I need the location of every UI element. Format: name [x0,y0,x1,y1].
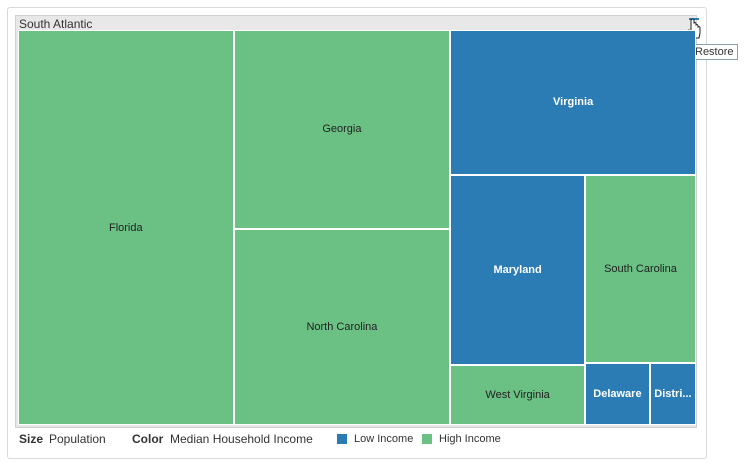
legend-size-value: Population [49,432,106,446]
treemap-tile-north-carolina[interactable]: North Carolina [233,228,451,425]
tile-label-georgia: Georgia [322,123,362,136]
treemap-tile-south-carolina[interactable]: South Carolina [584,174,696,363]
tile-label-delaware: Delaware [593,387,642,400]
legend-color-value: Median Household Income [170,432,313,446]
tile-label-west-virginia: West Virginia [485,389,550,402]
tile-label-virginia: Virginia [553,96,594,109]
legend-color-key: Color [132,432,164,446]
panel-titlebar: South Atlantic [16,16,696,31]
tile-label-distri: Distri... [654,387,692,400]
legend-item-low-income[interactable]: Low Income [354,433,414,445]
restore-tooltip: Restore [691,44,738,60]
tile-label-maryland: Maryland [493,264,542,277]
treemap: Florida Georgia North Carolina Virginia Mary… [18,30,696,425]
treemap-tile-maryland[interactable]: Maryland [450,174,585,366]
tile-label-north-carolina: North Carolina [306,320,378,333]
treemap-tile-florida[interactable]: Florida [18,30,234,425]
treemap-tile-georgia[interactable]: Georgia [233,30,451,229]
legend-size-key: Size [19,432,44,446]
legend-item-high-income[interactable]: High Income [439,433,501,445]
panel-title: South Atlantic [19,17,93,31]
treemap-tile-virginia[interactable]: Virginia [450,30,696,175]
legend-swatch-high-income [422,434,432,444]
legend-swatch-low-income [337,434,347,444]
tile-label-south-carolina: South Carolina [604,262,677,275]
tile-label-florida: Florida [108,221,143,234]
treemap-tile-distri[interactable]: Distri... [649,362,696,425]
treemap-tile-delaware[interactable]: Delaware [584,362,650,425]
treemap-tile-west-virginia[interactable]: West Virginia [450,365,585,425]
